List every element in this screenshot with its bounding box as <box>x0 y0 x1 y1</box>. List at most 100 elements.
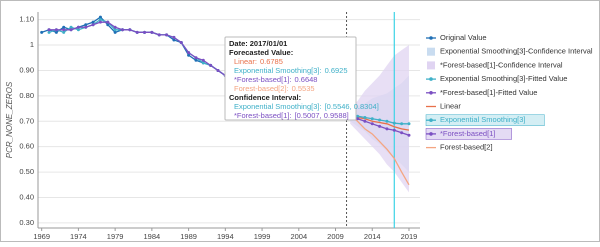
data-point <box>201 61 205 65</box>
legend-label: *Forest-based[1] <box>440 129 495 138</box>
tooltip-row: Exponential Smoothing[3]: [0.5546, 0.8304… <box>234 102 379 111</box>
data-point <box>69 28 73 32</box>
legend-label: Exponential Smoothing[3]-Confidence Inte… <box>440 47 593 56</box>
tooltip-row-value: 0.6648 <box>295 75 318 84</box>
data-point <box>135 30 139 34</box>
x-tick-label: 2019 <box>401 232 418 241</box>
data-point <box>113 30 117 34</box>
y-tick-label: 0.70 <box>19 116 34 125</box>
legend-label: *Forest-based[1]-Confidence Interval <box>440 60 563 69</box>
data-point <box>113 25 117 29</box>
legend-label: Original Value <box>440 33 487 42</box>
data-point <box>172 38 176 42</box>
tooltip-row-value: 0.5535 <box>292 84 315 93</box>
y-tick-label: 0.90 <box>19 65 34 74</box>
data-point <box>106 20 110 24</box>
data-point <box>91 20 95 24</box>
data-point <box>40 30 44 34</box>
data-point <box>62 28 66 32</box>
y-tick-label: 0.60 <box>19 142 34 151</box>
y-axis-label: PCR_NONE_ZEROS <box>5 81 14 158</box>
data-point <box>143 30 147 34</box>
tooltip-row-label: Exponential Smoothing[3]: <box>234 102 322 111</box>
tooltip-row-label: Exponential Smoothing[3]: <box>234 66 322 75</box>
tooltip-date: Date: 2017/01/01 <box>229 39 287 48</box>
data-point <box>98 15 102 19</box>
x-tick-label: 1974 <box>70 232 87 241</box>
data-point <box>106 23 110 27</box>
data-point <box>76 28 80 32</box>
x-tick-label: 2009 <box>327 232 344 241</box>
tooltip-row-value: 0.6785 <box>260 57 283 66</box>
legend-marker <box>429 77 433 81</box>
data-point <box>165 33 169 37</box>
data-point <box>47 28 51 32</box>
data-point <box>150 30 154 34</box>
legend-marker <box>429 118 433 122</box>
legend-label: Linear <box>440 101 461 110</box>
data-point <box>194 58 198 62</box>
tooltip-heading: Confidence Interval: <box>229 93 301 102</box>
series-line <box>350 115 410 131</box>
data-point <box>187 53 191 57</box>
chart: PCR_NONE_ZEROS 0.30 0.40 0.50 0.60 0.70 0.80 0… <box>0 0 600 242</box>
data-point <box>356 114 360 118</box>
data-point <box>47 30 51 34</box>
data-point <box>113 28 117 32</box>
legend-marker <box>429 91 433 95</box>
x-tick-label: 1989 <box>180 232 197 241</box>
data-point <box>62 25 66 29</box>
tooltip-row: Exponential Smoothing[3]: 0.6925 <box>234 66 348 75</box>
data-point <box>98 18 102 22</box>
data-point <box>62 30 66 34</box>
legend-label: *Forest-based[1]-Fitted Value <box>440 88 537 97</box>
y-tick-label: 0.80 <box>19 91 34 100</box>
data-point <box>363 119 367 123</box>
legend-swatch <box>427 61 435 70</box>
tooltip-row-value: [0.5007, 0.9588] <box>295 111 349 120</box>
data-point <box>407 122 411 126</box>
data-point <box>378 118 382 122</box>
data-point <box>54 28 58 32</box>
legend-marker <box>429 36 433 40</box>
y-tick-label: 0.30 <box>19 218 34 227</box>
tooltip-row-value: 0.6925 <box>325 66 348 75</box>
data-point <box>407 133 411 137</box>
data-point <box>201 58 205 62</box>
tooltip-row-label: Forest-based[2]: <box>234 84 289 93</box>
data-point <box>69 25 73 29</box>
x-tick-label: 2004 <box>290 232 307 241</box>
data-point <box>128 28 132 32</box>
y-tick-label: 1.10 <box>19 15 34 24</box>
legend-marker <box>429 132 433 136</box>
data-point <box>400 131 404 135</box>
data-point <box>84 23 88 27</box>
data-point <box>194 56 198 60</box>
tooltip-row-value: [0.5546, 0.8304] <box>325 102 379 111</box>
data-point <box>392 128 396 132</box>
data-point <box>356 117 360 121</box>
x-tick-label: 1999 <box>254 232 271 241</box>
x-tick-label: 1969 <box>33 232 50 241</box>
tooltip-row-label: Linear: <box>234 57 257 66</box>
x-tick-label: 1994 <box>217 232 234 241</box>
data-point <box>98 20 102 24</box>
data-point <box>187 51 191 55</box>
tooltip-date-label: Date: <box>229 39 248 48</box>
tooltip-row-label: *Forest-based[1]: <box>234 111 292 120</box>
y-tick-label: 0.40 <box>19 192 34 201</box>
data-point <box>400 122 404 126</box>
tooltip-row: *Forest-based[1]: [0.5007, 0.9588] <box>234 111 349 120</box>
series-line <box>349 115 410 186</box>
legend-label: Exponential Smoothing[3] <box>440 115 525 124</box>
x-tick-label: 2014 <box>364 232 381 241</box>
tooltip-box <box>224 36 357 121</box>
legend-label: Forest-based[2] <box>440 143 493 152</box>
data-point <box>392 121 396 125</box>
data-point <box>54 30 58 34</box>
tooltip-date-value: 2017/01/01 <box>250 39 288 48</box>
data-point <box>385 119 389 123</box>
data-point <box>172 35 176 39</box>
y-tick-label: 1 <box>30 40 34 49</box>
